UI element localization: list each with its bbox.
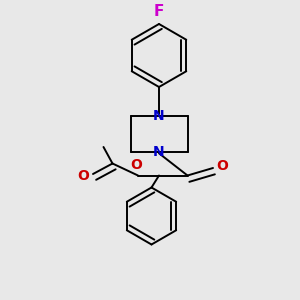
Text: N: N [153,109,165,122]
Text: O: O [217,160,229,173]
Text: N: N [153,145,165,158]
Text: O: O [130,158,142,172]
Text: O: O [77,169,89,182]
Text: F: F [154,4,164,20]
